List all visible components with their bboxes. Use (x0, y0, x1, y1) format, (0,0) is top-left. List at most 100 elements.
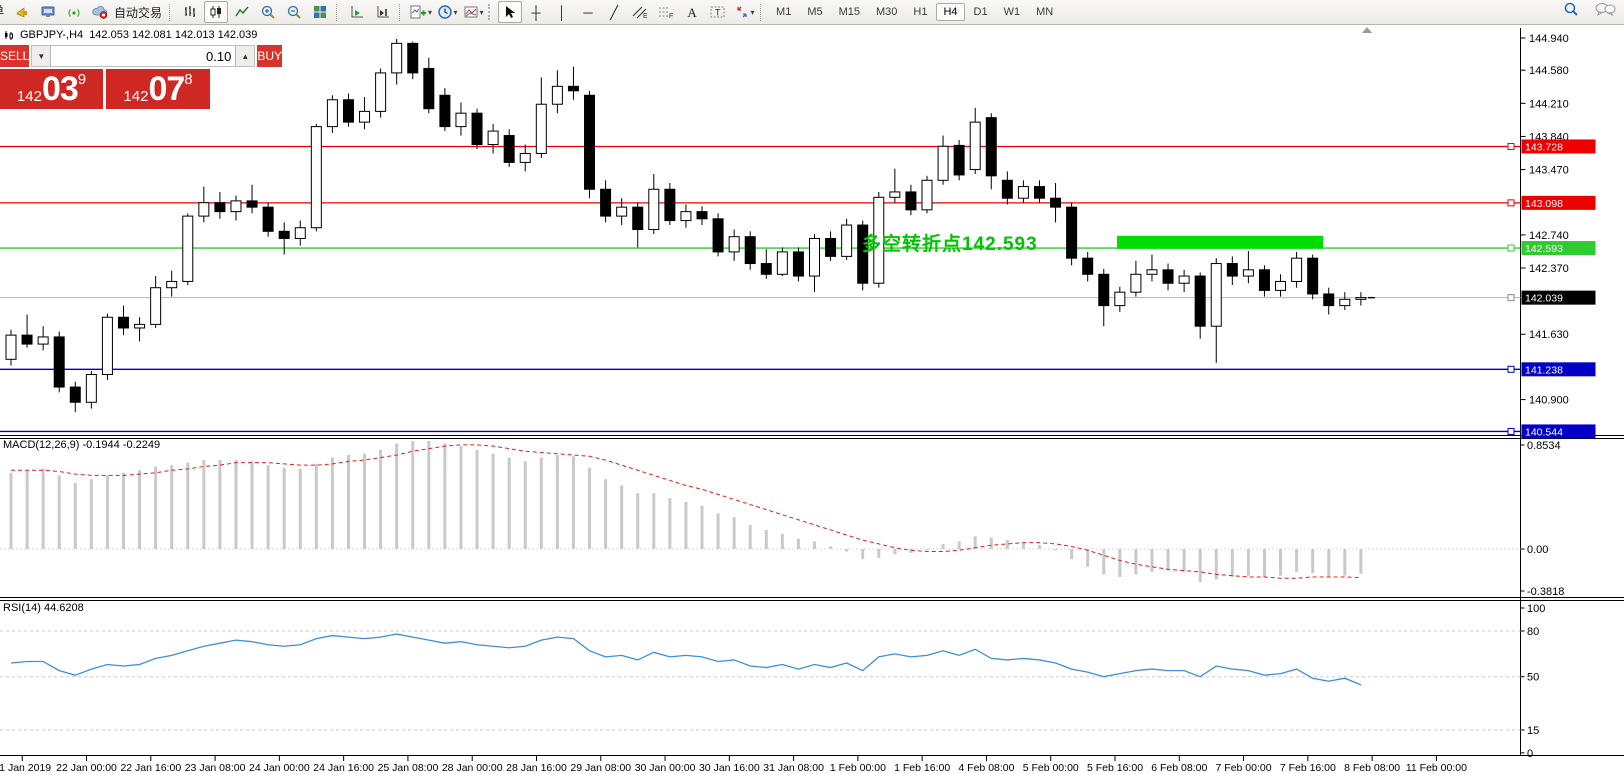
macd-bar (941, 543, 945, 549)
tf-mn-button[interactable]: MN (1036, 6, 1054, 18)
candle-body (985, 117, 997, 177)
add-indicator-icon[interactable]: ▾ (408, 1, 433, 23)
candle-body (1178, 275, 1190, 284)
templates-icon[interactable]: ▾ (461, 1, 485, 23)
svg-text:0.8534: 0.8534 (1527, 440, 1561, 452)
symbol-ohlc: 142.053 142.081 142.013 142.039 (89, 29, 258, 41)
tf-d1-button[interactable]: D1 (973, 6, 988, 18)
text-icon[interactable]: A (687, 4, 697, 20)
candle-body (841, 224, 853, 257)
candle-body (423, 67, 435, 110)
volume-input[interactable] (50, 46, 237, 66)
macd-bar (1279, 549, 1283, 576)
macd-bar (89, 479, 93, 549)
tf-h1-button[interactable]: H1 (913, 6, 928, 18)
volume-up-button[interactable]: ▲ (236, 46, 255, 66)
equidistant-channel-icon[interactable]: E (628, 1, 652, 23)
candle-body (969, 121, 981, 171)
macd-bar (1166, 549, 1170, 571)
monitor-icon[interactable] (36, 1, 60, 23)
sell-price-button[interactable]: 142 03 9 (0, 69, 104, 109)
cursor-icon[interactable] (498, 1, 523, 23)
buy-price-main: 07 (148, 70, 185, 108)
buy-button[interactable]: BUY (257, 45, 283, 67)
tf-m15-button[interactable]: M15 (838, 6, 860, 18)
autotrade-icon[interactable] (88, 1, 112, 23)
tf-m5-button[interactable]: M5 (807, 6, 823, 18)
toolbar-grip[interactable] (488, 4, 495, 20)
autotrade-label[interactable]: 自动交易 (114, 5, 163, 20)
tf-m30-button[interactable]: M30 (876, 6, 898, 18)
macd-bar (346, 455, 350, 549)
tf-h4-button[interactable]: H4 (936, 3, 965, 21)
sell-price-prefix: 142 (16, 88, 42, 105)
megaphone-icon[interactable] (10, 1, 34, 23)
candle-body (664, 188, 676, 222)
macd-bar (282, 467, 286, 549)
candle-body (535, 103, 547, 154)
macd-bar (186, 462, 190, 549)
tile-windows-icon[interactable] (308, 1, 332, 23)
candle-body (198, 202, 210, 217)
candle-body (809, 237, 820, 277)
periods-clock-icon[interactable]: ▾ (435, 1, 459, 23)
chart-canvas[interactable]: 144.940144.580144.210143.840143.470142.7… (0, 25, 1624, 773)
symbol-name: GBPJPY-,H4 (20, 29, 84, 41)
candle-body (214, 202, 226, 213)
macd-bar (1246, 549, 1250, 576)
candle-body (1323, 293, 1335, 307)
macd-bar (9, 472, 13, 549)
volume-down-button[interactable]: ▼ (32, 46, 51, 66)
zoom-out-icon[interactable] (282, 1, 306, 23)
crosshair-icon[interactable]: ┼ (531, 4, 541, 20)
chart-shift-icon[interactable] (371, 1, 395, 23)
sell-button[interactable]: SELL (0, 45, 30, 67)
new-order-button[interactable]: 单 (0, 2, 9, 22)
macd-indicator-label: MACD(12,26,9) -0.1944 -0.2249 (3, 439, 161, 451)
candle-body (471, 112, 483, 146)
svg-text:E: E (643, 13, 648, 20)
search-icon[interactable] (1562, 1, 1580, 23)
macd-bar (121, 472, 125, 549)
candle-body (407, 42, 419, 74)
tf-m1-button[interactable]: M1 (776, 6, 792, 18)
auto-scroll-icon[interactable] (345, 1, 369, 23)
tf-w1-button[interactable]: W1 (1003, 6, 1021, 18)
buy-price-button[interactable]: 142 07 8 (106, 69, 210, 109)
macd-bar (1086, 549, 1090, 567)
candlestick-chart-icon[interactable] (204, 1, 229, 23)
macd-bar (539, 457, 543, 549)
level-marker (1507, 427, 1515, 435)
candle-body (278, 230, 290, 239)
zoom-in-icon[interactable] (256, 1, 280, 23)
svg-text:22 Jan 16:00: 22 Jan 16:00 (120, 762, 181, 773)
chat-icon[interactable] (1594, 1, 1616, 23)
signal-icon[interactable] (62, 1, 86, 23)
candle-body (294, 227, 306, 239)
macd-bar (813, 541, 816, 549)
svg-text:142.039: 142.039 (1525, 293, 1563, 305)
svg-text:140.544: 140.544 (1525, 426, 1563, 438)
level-marker (1507, 199, 1515, 207)
macd-bar (475, 449, 479, 549)
macd-bar (748, 524, 752, 549)
fibonacci-icon[interactable]: F (654, 1, 678, 23)
candle-body (182, 215, 194, 282)
svg-text:F: F (669, 13, 673, 20)
horizontal-line-icon[interactable]: ─ (583, 4, 593, 20)
svg-text:140.900: 140.900 (1529, 395, 1569, 407)
trendline-icon[interactable]: ╱ (610, 4, 618, 20)
macd-bar (1359, 549, 1363, 574)
macd-bar (909, 549, 913, 553)
macd-bar (1343, 549, 1347, 576)
vertical-line-icon[interactable]: │ (557, 4, 567, 20)
line-chart-icon[interactable] (230, 1, 254, 23)
candle-body (53, 336, 65, 388)
arrows-icon[interactable]: ▾ (732, 1, 756, 23)
macd-bar (1327, 549, 1331, 577)
text-label-icon[interactable]: T (706, 1, 730, 23)
bar-chart-icon[interactable] (178, 1, 202, 23)
candle-body (85, 374, 97, 403)
svg-text:144.210: 144.210 (1529, 98, 1569, 110)
svg-text:7 Feb 00:00: 7 Feb 00:00 (1216, 762, 1272, 773)
